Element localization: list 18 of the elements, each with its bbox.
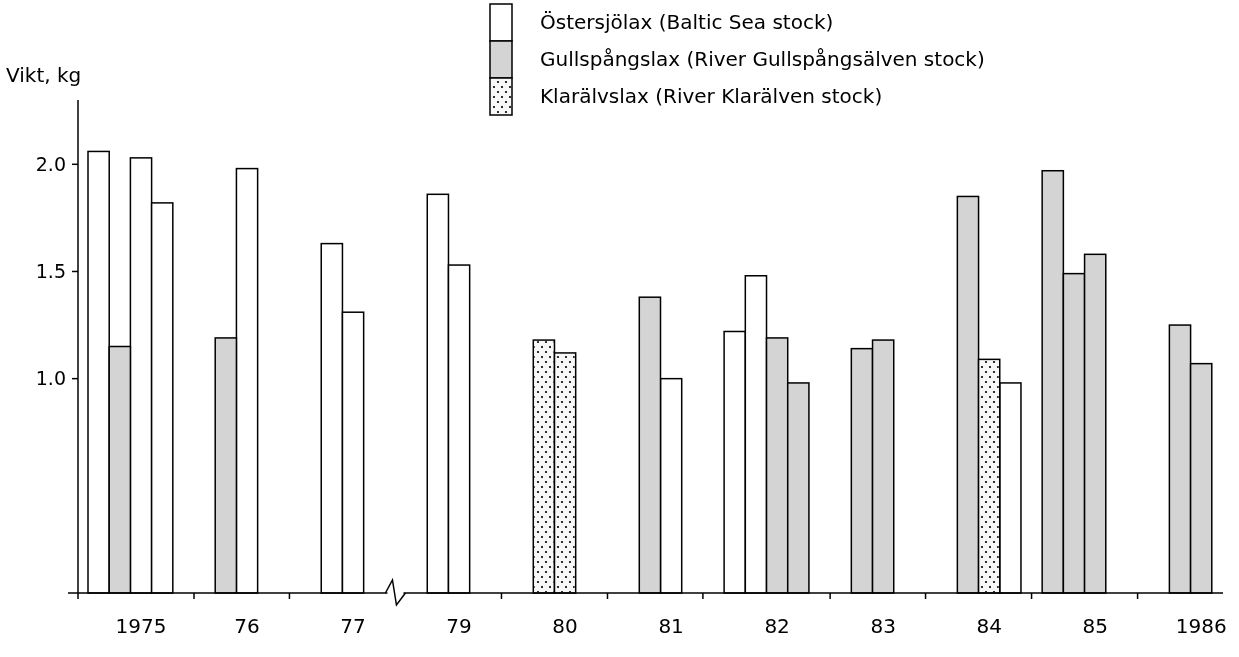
- x-tick-label: 1986: [1175, 614, 1227, 638]
- x-tick-label: 77: [340, 614, 366, 638]
- legend-label: Gullspångslax (River Gullspångsälven stock): [540, 47, 985, 71]
- x-tick-label: 79: [446, 614, 472, 638]
- legend-label: Östersjölax (Baltic Sea stock): [540, 10, 834, 34]
- y-axis-title: Vikt, kg: [6, 63, 82, 87]
- y-tick-label: 1.5: [35, 260, 66, 283]
- x-tick-label: 85: [1082, 614, 1108, 638]
- y-tick-label: 1.0: [35, 367, 66, 390]
- x-tick-label: 76: [234, 614, 260, 638]
- x-tick-label: 84: [976, 614, 1002, 638]
- y-tick-label: 2.0: [35, 152, 66, 175]
- x-tick-label: 1975: [115, 614, 167, 638]
- x-tick-label: 80: [552, 614, 578, 638]
- legend-label: Klarälvslax (River Klarälven stock): [540, 84, 883, 108]
- x-tick-label: 83: [870, 614, 896, 638]
- x-tick-label: 82: [764, 614, 790, 638]
- x-tick-label: 81: [658, 614, 684, 638]
